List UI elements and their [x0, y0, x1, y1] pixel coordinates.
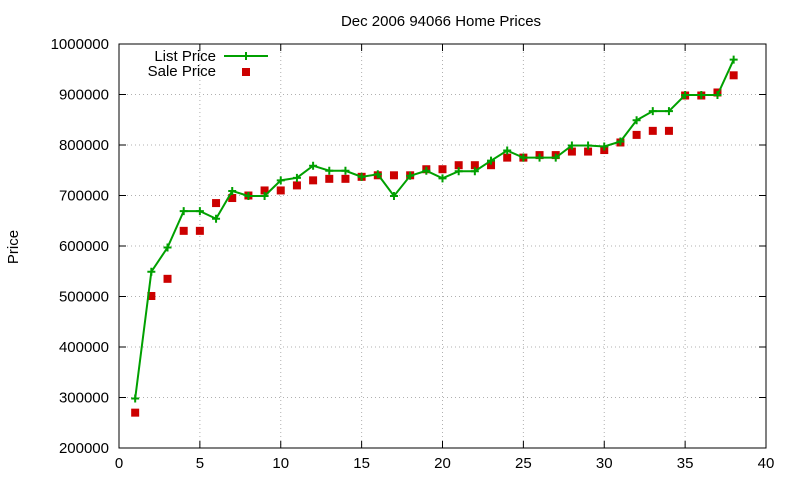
- list-price-point: [519, 153, 528, 162]
- list-price-point: [389, 192, 398, 201]
- list-price-point: [551, 153, 560, 162]
- sale-price-point: [147, 291, 156, 300]
- list-price-point: [325, 166, 334, 175]
- sale-price-point: [309, 176, 318, 185]
- list-price-point: [244, 192, 253, 201]
- list-price-point: [260, 192, 269, 201]
- sale-price-point: [584, 147, 593, 156]
- list-price-point: [195, 207, 204, 216]
- list-price-point: [276, 176, 285, 185]
- sale-price-point: [325, 174, 334, 183]
- sale-price-point: [664, 126, 673, 135]
- sale-price-point: [454, 161, 463, 170]
- y-axis-label: Price: [5, 230, 22, 264]
- sale-price-point: [195, 226, 204, 235]
- x-tick-label: 35: [677, 455, 694, 472]
- list-price-point: [228, 186, 237, 195]
- legend-label-sale-price: Sale Price: [148, 63, 216, 80]
- list-price-point: [163, 243, 172, 252]
- x-tick-label: 15: [353, 455, 370, 472]
- y-tick-label: 700000: [59, 188, 109, 205]
- grid-lines: [119, 44, 766, 448]
- list-price-point: [503, 146, 512, 155]
- sale-price-point: [503, 153, 512, 162]
- sale-price-point: [567, 147, 576, 156]
- legend: List Price Sale Price: [148, 48, 268, 80]
- list-price-point: [357, 172, 366, 181]
- list-price-point: [422, 166, 431, 175]
- list-price-point: [616, 137, 625, 146]
- list-price-point: [632, 116, 641, 125]
- list-price-point: [713, 91, 722, 100]
- sale-price-point: [260, 186, 269, 195]
- y-tick-label: 300000: [59, 390, 109, 407]
- x-tick-label: 30: [596, 455, 613, 472]
- sale-price-point: [228, 194, 237, 203]
- list-price-point: [535, 153, 544, 162]
- x-tick-label: 5: [196, 455, 204, 472]
- list-price-line: [134, 59, 735, 399]
- plot-frame: [118, 43, 767, 449]
- y-tick-label: 600000: [59, 238, 109, 255]
- sale-price-point: [487, 161, 496, 170]
- sale-price-point: [341, 174, 350, 183]
- list-price-point: [729, 55, 738, 64]
- x-axis-ticks: 0 5 10 15 20 25 30 35 40: [115, 44, 775, 472]
- sale-price-point: [212, 199, 221, 208]
- list-price-point: [406, 171, 415, 180]
- list-price-point: [373, 170, 382, 179]
- sale-price-point: [438, 165, 447, 174]
- x-tick-label: 20: [434, 455, 451, 472]
- sale-price-point: [729, 71, 738, 80]
- list-price-point: [212, 214, 221, 223]
- list-price-point: [648, 107, 657, 116]
- legend-marker-sale-price: [242, 68, 250, 76]
- sale-price-point: [389, 171, 398, 180]
- sale-price-point: [292, 181, 301, 190]
- y-tick-label: 500000: [59, 289, 109, 306]
- sale-price-point: [632, 130, 641, 139]
- list-price-point: [470, 167, 479, 176]
- list-price-point: [567, 141, 576, 150]
- sale-price-point: [276, 186, 285, 195]
- list-price-point: [341, 166, 350, 175]
- sale-price-point: [163, 274, 172, 283]
- x-tick-label: 10: [272, 455, 289, 472]
- sale-price-point: [470, 161, 479, 170]
- list-price-point: [179, 207, 188, 216]
- list-price-point: [681, 91, 690, 100]
- sale-price-point: [648, 126, 657, 135]
- legend-label-list-price: List Price: [154, 48, 216, 65]
- list-price-point: [600, 142, 609, 151]
- list-price-point: [487, 156, 496, 165]
- y-tick-label: 200000: [59, 440, 109, 457]
- list-price-point: [292, 173, 301, 182]
- list-price-point: [697, 91, 706, 100]
- legend-marker-list-price: [242, 52, 250, 60]
- sale-price-point: [131, 408, 140, 417]
- list-price-point: [131, 394, 140, 403]
- list-price-point: [147, 267, 156, 276]
- sale-price-point: [179, 226, 188, 235]
- x-tick-label: 40: [758, 455, 775, 472]
- x-tick-label: 0: [115, 455, 123, 472]
- series-layer: [131, 55, 738, 417]
- y-tick-label: 400000: [59, 339, 109, 356]
- list-price-point: [664, 107, 673, 116]
- list-price-point: [454, 167, 463, 176]
- y-tick-label: 800000: [59, 137, 109, 154]
- list-price-point: [309, 161, 318, 170]
- y-axis-ticks: 200000 300000 400000 500000 600000 700000 8000…: [51, 36, 766, 457]
- chart-title: Dec 2006 94066 Home Prices: [341, 13, 541, 30]
- x-tick-label: 25: [515, 455, 532, 472]
- y-tick-label: 900000: [59, 87, 109, 104]
- y-tick-label: 1000000: [51, 36, 109, 53]
- list-price-point: [438, 174, 447, 183]
- list-price-point: [584, 141, 593, 150]
